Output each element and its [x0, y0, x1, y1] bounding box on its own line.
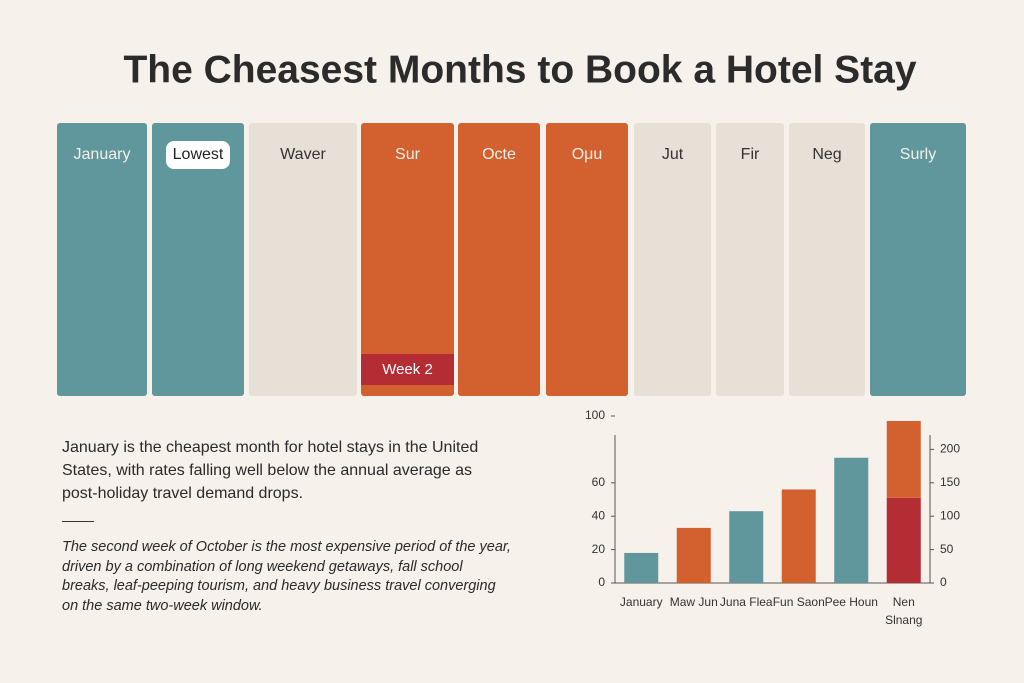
divider — [62, 521, 94, 522]
y-tick-label: 40 — [592, 508, 606, 522]
month-panel — [870, 123, 966, 396]
y2-tick-label: 0 — [940, 575, 947, 589]
month-panel — [546, 123, 628, 396]
panel-label: Waver — [280, 146, 326, 163]
x-tick-label: January — [619, 595, 663, 609]
y-tick-label: 0 — [598, 575, 605, 589]
panel-label: Fir — [741, 146, 760, 163]
bar — [676, 527, 711, 583]
panel-label: Sur — [395, 146, 421, 163]
bar — [781, 489, 816, 583]
y2-tick-label: 150 — [940, 475, 960, 489]
panel-label: January — [74, 146, 131, 163]
month-panel — [458, 123, 540, 396]
x-tick-label: Maw Jun — [669, 595, 718, 609]
month-panel — [152, 123, 244, 396]
y2-tick-label: 200 — [940, 442, 960, 456]
month-panel — [57, 123, 147, 396]
y-tick-label: 100 — [585, 408, 605, 422]
y-tick-label: 20 — [592, 542, 606, 556]
panel-label: Oμu — [572, 146, 603, 163]
summary: January is the cheapest month for hotel … — [62, 439, 479, 502]
month-panel — [361, 123, 454, 396]
month-panel — [789, 123, 865, 396]
x-tick-label: Fun Saon — [772, 595, 825, 609]
panel-label: Lowest — [173, 146, 224, 163]
detail: The second week of October is the most e… — [62, 539, 511, 614]
month-panel — [634, 123, 711, 396]
bar — [624, 552, 659, 583]
x-tick-label: Juna Flea — [719, 595, 773, 609]
week-band — [361, 354, 454, 385]
panel-label: Neg — [812, 146, 841, 163]
bar — [886, 497, 921, 583]
panel-label: Jut — [662, 146, 684, 163]
title: The Cheasest Months to Book a Hotel Stay — [123, 48, 916, 91]
month-panel — [249, 123, 357, 396]
x-tick-label: Nen Slnang — [885, 595, 923, 627]
bar — [729, 511, 764, 583]
bar — [834, 457, 869, 583]
month-panel — [716, 123, 784, 396]
x-tick-label: Pee Houn — [824, 595, 878, 609]
panel-label: Octe — [482, 146, 516, 163]
week-label: Week 2 — [382, 361, 433, 378]
bar — [886, 421, 921, 498]
y-tick-label: 60 — [592, 475, 606, 489]
panel-label: Surly — [900, 146, 936, 163]
badge — [166, 141, 230, 169]
y2-tick-label: 100 — [940, 508, 960, 522]
y2-tick-label: 50 — [940, 542, 954, 556]
